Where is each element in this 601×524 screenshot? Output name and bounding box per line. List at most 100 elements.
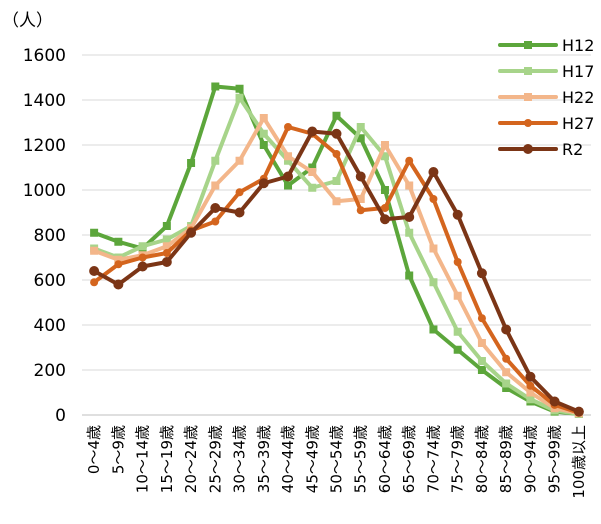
data-point — [114, 260, 123, 269]
legend-item: H22 — [498, 88, 594, 107]
data-point — [380, 186, 389, 194]
data-point — [356, 195, 365, 203]
y-tick-label: 1600 — [23, 46, 66, 66]
data-point — [211, 82, 220, 91]
data-point — [502, 384, 511, 392]
data-point — [235, 93, 244, 102]
data-point — [356, 206, 365, 215]
data-point — [356, 134, 365, 143]
x-tick-label: 5～9歳 — [109, 425, 127, 474]
data-point — [234, 207, 245, 218]
legend-label: R2 — [562, 140, 583, 159]
y-tick-label: 400 — [34, 316, 66, 336]
x-tick-label: 65～69歳 — [400, 425, 418, 493]
data-point — [453, 291, 462, 300]
legend-label: H12 — [562, 36, 594, 55]
x-tick-label: 10～14歳 — [134, 425, 152, 493]
x-tick-label: 45～49歳 — [303, 425, 321, 493]
y-tick-label: 1400 — [23, 91, 66, 111]
data-point — [477, 339, 486, 347]
x-tick-label: 55～59歳 — [352, 425, 370, 493]
data-point — [113, 279, 124, 290]
legend-marker — [524, 67, 532, 75]
data-point — [477, 314, 486, 323]
data-point — [405, 228, 414, 237]
data-point — [477, 366, 486, 374]
data-point — [525, 371, 536, 382]
y-tick-label: 1000 — [23, 181, 66, 201]
data-point — [284, 156, 293, 165]
data-point — [162, 249, 171, 257]
y-tick-label: 200 — [34, 361, 66, 381]
legend-marker — [524, 41, 532, 49]
x-tick-label: 40～44歳 — [279, 425, 297, 493]
data-point — [379, 214, 390, 225]
data-point — [332, 111, 341, 120]
data-point — [138, 253, 147, 262]
data-point — [235, 84, 244, 93]
x-tick-label: 90～94歳 — [521, 425, 539, 493]
x-tick-label: 35～39歳 — [255, 425, 273, 493]
data-point — [380, 141, 389, 149]
data-point — [138, 242, 147, 251]
data-point — [162, 222, 171, 230]
y-tick-label: 600 — [34, 271, 66, 291]
data-point — [404, 212, 415, 222]
data-point — [355, 171, 366, 182]
data-point — [90, 278, 99, 287]
data-point — [308, 163, 317, 172]
data-point — [211, 156, 220, 165]
legend: H12 H17 H22 H27 R2 — [498, 36, 594, 159]
data-point — [114, 237, 123, 246]
x-tick-label: 20～24歳 — [182, 425, 200, 493]
data-point — [90, 228, 99, 237]
data-point — [356, 123, 365, 131]
data-point — [502, 368, 511, 377]
data-point — [332, 197, 341, 206]
data-point — [453, 345, 462, 354]
data-point — [380, 152, 389, 161]
data-point — [283, 171, 294, 182]
data-point — [162, 242, 171, 251]
data-point — [259, 129, 268, 138]
data-point — [308, 168, 317, 176]
x-tick-label: 95～99歳 — [546, 425, 564, 493]
data-point — [284, 181, 293, 190]
series-H12 — [90, 82, 583, 418]
legend-marker — [524, 119, 532, 127]
data-point — [284, 123, 293, 131]
data-point — [284, 152, 293, 161]
x-axis: 0～4歳 5～9歳 10～14歳 15～19歳 20～24歳 25～29歳 30～34歳 35… — [85, 425, 588, 499]
data-point — [429, 278, 438, 287]
data-point — [186, 227, 197, 238]
data-point — [429, 325, 438, 334]
legend-marker — [523, 144, 533, 154]
data-point — [332, 150, 341, 158]
data-point — [573, 406, 584, 417]
data-point — [161, 257, 172, 267]
legend-label: H27 — [562, 114, 594, 133]
gridlines — [82, 54, 591, 416]
data-point — [187, 159, 196, 167]
y-tick-label: 800 — [34, 226, 66, 246]
x-tick-label: 70～74歳 — [424, 425, 442, 493]
data-point — [405, 156, 414, 165]
data-point — [211, 181, 220, 190]
data-point — [162, 235, 171, 244]
data-point — [211, 217, 220, 226]
data-point — [502, 354, 511, 363]
data-point — [89, 266, 100, 276]
x-tick-label: 80～84歳 — [473, 425, 491, 493]
data-point — [259, 114, 268, 122]
data-point — [235, 188, 244, 197]
legend-marker — [524, 93, 532, 101]
legend-item: H12 — [498, 36, 594, 55]
y-tick-label: 0 — [55, 406, 66, 426]
data-point — [476, 268, 487, 279]
x-tick-label: 75～79歳 — [449, 425, 467, 493]
data-point — [90, 246, 99, 255]
data-point — [405, 181, 414, 190]
data-point — [332, 177, 341, 185]
data-point — [526, 381, 535, 390]
